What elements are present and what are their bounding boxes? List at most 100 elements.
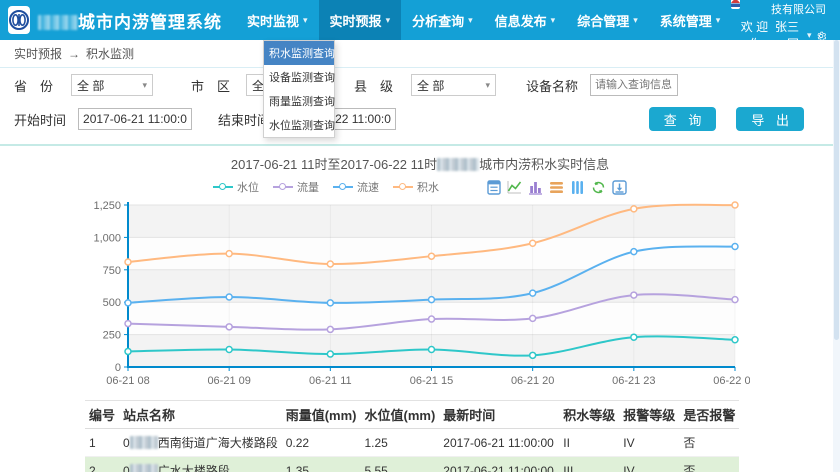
menu-item-flood-monitor-query[interactable]: 积水监测查询 [264,41,335,65]
col-flood-level: 积水等级 [559,400,620,429]
gear-icon[interactable] [816,29,826,43]
chevron-down-icon: ▾ [485,79,491,90]
svg-text:750: 750 [103,265,121,277]
start-time-input[interactable] [78,108,193,130]
cell-flood-level: II [559,428,620,457]
legend-item-waterlevel[interactable]: 水位 [213,179,259,195]
table-row[interactable]: 2 0 广水大楼路段 1.35 5.55 2017-06-21 11:00:00 … [85,456,740,472]
col-id: 编号 [85,400,120,429]
app-logo [8,6,30,34]
svg-text:250: 250 [103,330,121,342]
county-select[interactable]: 全 部 ▾ [411,74,497,96]
station-table: 编号 站点名称 雨量值(mm) 水位值(mm) 最新时间 积水等级 报警等级 是… [85,400,740,472]
chart-legend: 水位 流量 流速 积水 [0,179,840,195]
toolbox-restore-icon[interactable] [591,180,606,195]
cell-water: 5.55 [360,456,440,472]
legend-marker-icon [213,183,233,190]
filter-panel: 省 份 全 部▾ 市 区 全 部▾ 县 级 全 部▾ 设备名称 开始时间 结束时… [0,68,840,146]
chart-toolbox [487,179,627,195]
col-station-name: 站点名称 [119,400,282,429]
redacted-text [129,436,158,449]
nav-item-realtime-monitor[interactable]: 实时监视 ▾ [247,13,308,29]
legend-item-velocity[interactable]: 流速 [333,179,379,195]
menu-item-rain-monitor-query[interactable]: 雨量监测查询 [269,96,335,108]
toolbox-stack-icon[interactable] [549,180,564,195]
app-logo-icon [9,10,29,30]
username[interactable]: 张三国 [775,19,800,51]
province-select[interactable]: 全 部 ▾ [71,74,154,96]
chevron-down-icon: ▾ [633,14,638,25]
chevron-down-icon: ▾ [468,14,473,25]
toolbox-bar-chart-icon[interactable] [528,180,543,195]
vertical-scrollbar[interactable] [833,40,840,472]
end-time-label: 结束时间 [218,112,271,128]
chevron-down-icon: ▾ [303,14,308,25]
svg-text:06-21 20: 06-21 20 [511,375,554,387]
cell-id: 2 [85,456,120,472]
chevron-down-icon: ▾ [550,14,556,25]
svg-text:500: 500 [103,297,121,309]
chart-title: 2017-06-21 11时至2017-06-22 11时 城市内涝积水实时信息 [230,157,610,172]
legend-marker-icon [393,183,413,190]
app-header: 城市内涝管理系统 实时监视 ▾ 实时预报 ▾ 分析查询 ▾ 信息发布 ▾ 综合管理 ▾ 系… [0,0,840,51]
cell-flood-level: III [559,456,620,472]
redacted-text [129,464,158,472]
forecast-dropdown-menu: 积水监测查询 设备监测查询 雨量监测查询 水位监测查询 [263,40,335,138]
line-chart: 0 250 500 750 1,000 1,250 06-21 08 06-21 09 06-2… [90,197,840,394]
device-name-input[interactable] [590,74,679,96]
nav-item-analysis-query[interactable]: 分析查询 ▾ [412,13,473,29]
col-alarm-level: 报警等级 [619,400,680,429]
cell-alarm-level: IV [619,428,680,457]
cell-id: 1 [85,428,120,457]
breadcrumb-arrow-icon: → [68,46,81,61]
nav-item-system-manage[interactable]: 系统管理 ▾ [659,13,721,29]
legend-item-flow[interactable]: 流量 [273,179,319,195]
cell-rain: 0.22 [281,428,361,457]
redacted-city-name [437,158,480,171]
breadcrumb-current: 积水监测 [86,47,135,61]
toolbox-tiled-icon[interactable] [570,180,585,195]
export-button[interactable]: 导 出 [736,107,804,131]
cell-water: 1.25 [360,428,440,457]
scrollbar-thumb[interactable] [834,40,839,340]
breadcrumb-parent[interactable]: 实时预报 [14,47,63,61]
nav-item-general-manage[interactable]: 综合管理 ▾ [577,13,638,29]
cell-time: 2017-06-21 11:00:00 [439,428,560,457]
nav-item-info-publish[interactable]: 信息发布 ▾ [494,13,556,29]
start-time-label: 开始时间 [14,112,67,128]
nav-item-realtime-forecast[interactable]: 实时预报 ▾ [318,0,402,40]
legend-item-ponding[interactable]: 积水 [393,179,439,195]
svg-text:06-21 08: 06-21 08 [106,375,149,387]
col-is-alarm: 是否报警 [679,400,740,429]
toolbox-line-chart-icon[interactable] [507,180,522,195]
svg-text:06-21 09: 06-21 09 [207,375,250,387]
svg-text:1,000: 1,000 [93,232,121,244]
query-button[interactable]: 查 询 [648,107,717,131]
chevron-down-icon: ▾ [385,14,391,25]
company-line: 北京国信华源科技有限公司 [731,0,826,19]
chevron-down-icon[interactable]: ▾ [807,30,812,41]
toolbox-data-view-icon[interactable] [487,179,501,195]
filter-row-1: 省 份 全 部▾ 市 区 全 部▾ 县 级 全 部▾ 设备名称 [0,68,840,102]
svg-text:06-21 23: 06-21 23 [612,375,655,387]
redacted-city-name [38,14,78,30]
table-header-row: 编号 站点名称 雨量值(mm) 水位值(mm) 最新时间 积水等级 报警等级 是… [85,400,740,429]
menu-item-device-monitor-query[interactable]: 设备监测查询 [269,72,335,84]
header-right: 北京国信华源科技有限公司 欢 迎 你 : 张三国 ▾ [731,0,826,53]
svg-text:06-22 09: 06-22 09 [713,375,750,387]
svg-text:06-21 11: 06-21 11 [309,375,352,387]
legend-marker-icon [273,183,293,190]
svg-text:06-21 15: 06-21 15 [410,375,453,387]
company-logo-icon [731,0,741,10]
toolbox-save-image-icon[interactable] [612,179,627,195]
svg-text:0: 0 [115,362,121,374]
company-name: 北京国信华源科技有限公司 [771,3,826,16]
filter-row-2: 开始时间 结束时间 查 询 导 出 [0,102,840,136]
app-title: 城市内涝管理系统 [38,8,222,33]
table-row[interactable]: 1 0 西南街道广海大楼路段 0.22 1.25 2017-06-21 11:00… [85,428,740,457]
cell-alarm: 否 [679,428,740,457]
menu-item-waterlevel-monitor-query[interactable]: 水位监测查询 [269,120,335,132]
city-label: 市 区 [191,78,231,94]
county-label: 县 级 [354,78,394,94]
svg-text:1,250: 1,250 [93,200,121,212]
